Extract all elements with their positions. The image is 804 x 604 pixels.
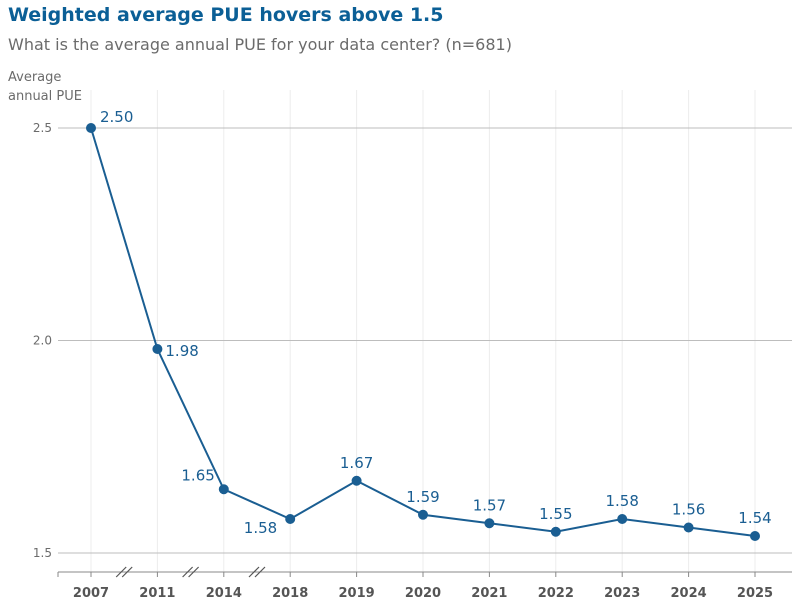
x-tick-label: 2020	[405, 586, 441, 601]
data-point	[617, 514, 628, 524]
data-label: 1.58	[244, 519, 277, 537]
y-axis-ticks: 1.5 2.0 2.5	[33, 121, 52, 560]
x-tick-label: 2022	[538, 586, 574, 601]
data-point	[683, 522, 694, 533]
data-point	[351, 475, 362, 486]
data-label: 1.56	[672, 501, 705, 519]
x-tick-label: 2021	[471, 586, 507, 601]
axis-break-mark	[188, 566, 200, 578]
x-tick-label: 2024	[671, 586, 707, 601]
data-point	[550, 526, 561, 537]
data-label: 1.98	[165, 342, 198, 360]
x-tick-label: 2014	[206, 586, 242, 601]
data-label: 1.59	[406, 488, 439, 506]
chart-title: Weighted average PUE hovers above 1.5	[8, 4, 444, 26]
axis-break-mark	[254, 566, 266, 578]
data-label: 1.55	[539, 505, 572, 523]
data-label: 1.54	[738, 509, 771, 527]
data-point	[86, 123, 96, 133]
x-tick-label: 2019	[339, 586, 375, 601]
axis-break-mark	[115, 566, 127, 578]
x-tick-label: 2025	[737, 586, 773, 601]
data-point	[285, 514, 296, 524]
axis-break-mark	[248, 566, 260, 578]
gridlines	[58, 90, 792, 572]
data-label: 1.58	[605, 492, 638, 510]
y-tick-label: 2.0	[33, 334, 52, 348]
series	[86, 123, 760, 541]
data-labels: 2.50 1.98 1.65 1.58 1.67 1.59 1.57 1.55 1.58 1.56…	[100, 108, 772, 537]
data-label: 1.67	[340, 454, 373, 472]
x-axis: 2007 2011 2014 2018 2019 2020 2021 2022 2023 2024…	[57, 566, 792, 601]
x-tick-label: 2018	[272, 586, 308, 601]
axis-break-mark	[121, 566, 133, 578]
axis-break-mark	[182, 566, 194, 578]
y-tick-label: 1.5	[33, 546, 52, 560]
data-label: 2.50	[100, 108, 133, 126]
chart-subtitle: What is the average annual PUE for your …	[8, 35, 512, 54]
data-point	[218, 484, 229, 495]
data-label: 1.65	[181, 466, 214, 484]
y-axis-label: Average annual PUE	[8, 70, 82, 104]
data-label: 1.57	[473, 496, 506, 514]
data-point	[484, 518, 495, 529]
x-tick-label: 2011	[139, 586, 175, 601]
data-point	[152, 344, 163, 354]
x-tick-label: 2007	[73, 586, 109, 601]
data-point	[418, 509, 428, 520]
y-tick-label: 2.5	[33, 121, 52, 135]
data-point	[750, 531, 760, 541]
x-tick-label: 2023	[604, 586, 640, 601]
